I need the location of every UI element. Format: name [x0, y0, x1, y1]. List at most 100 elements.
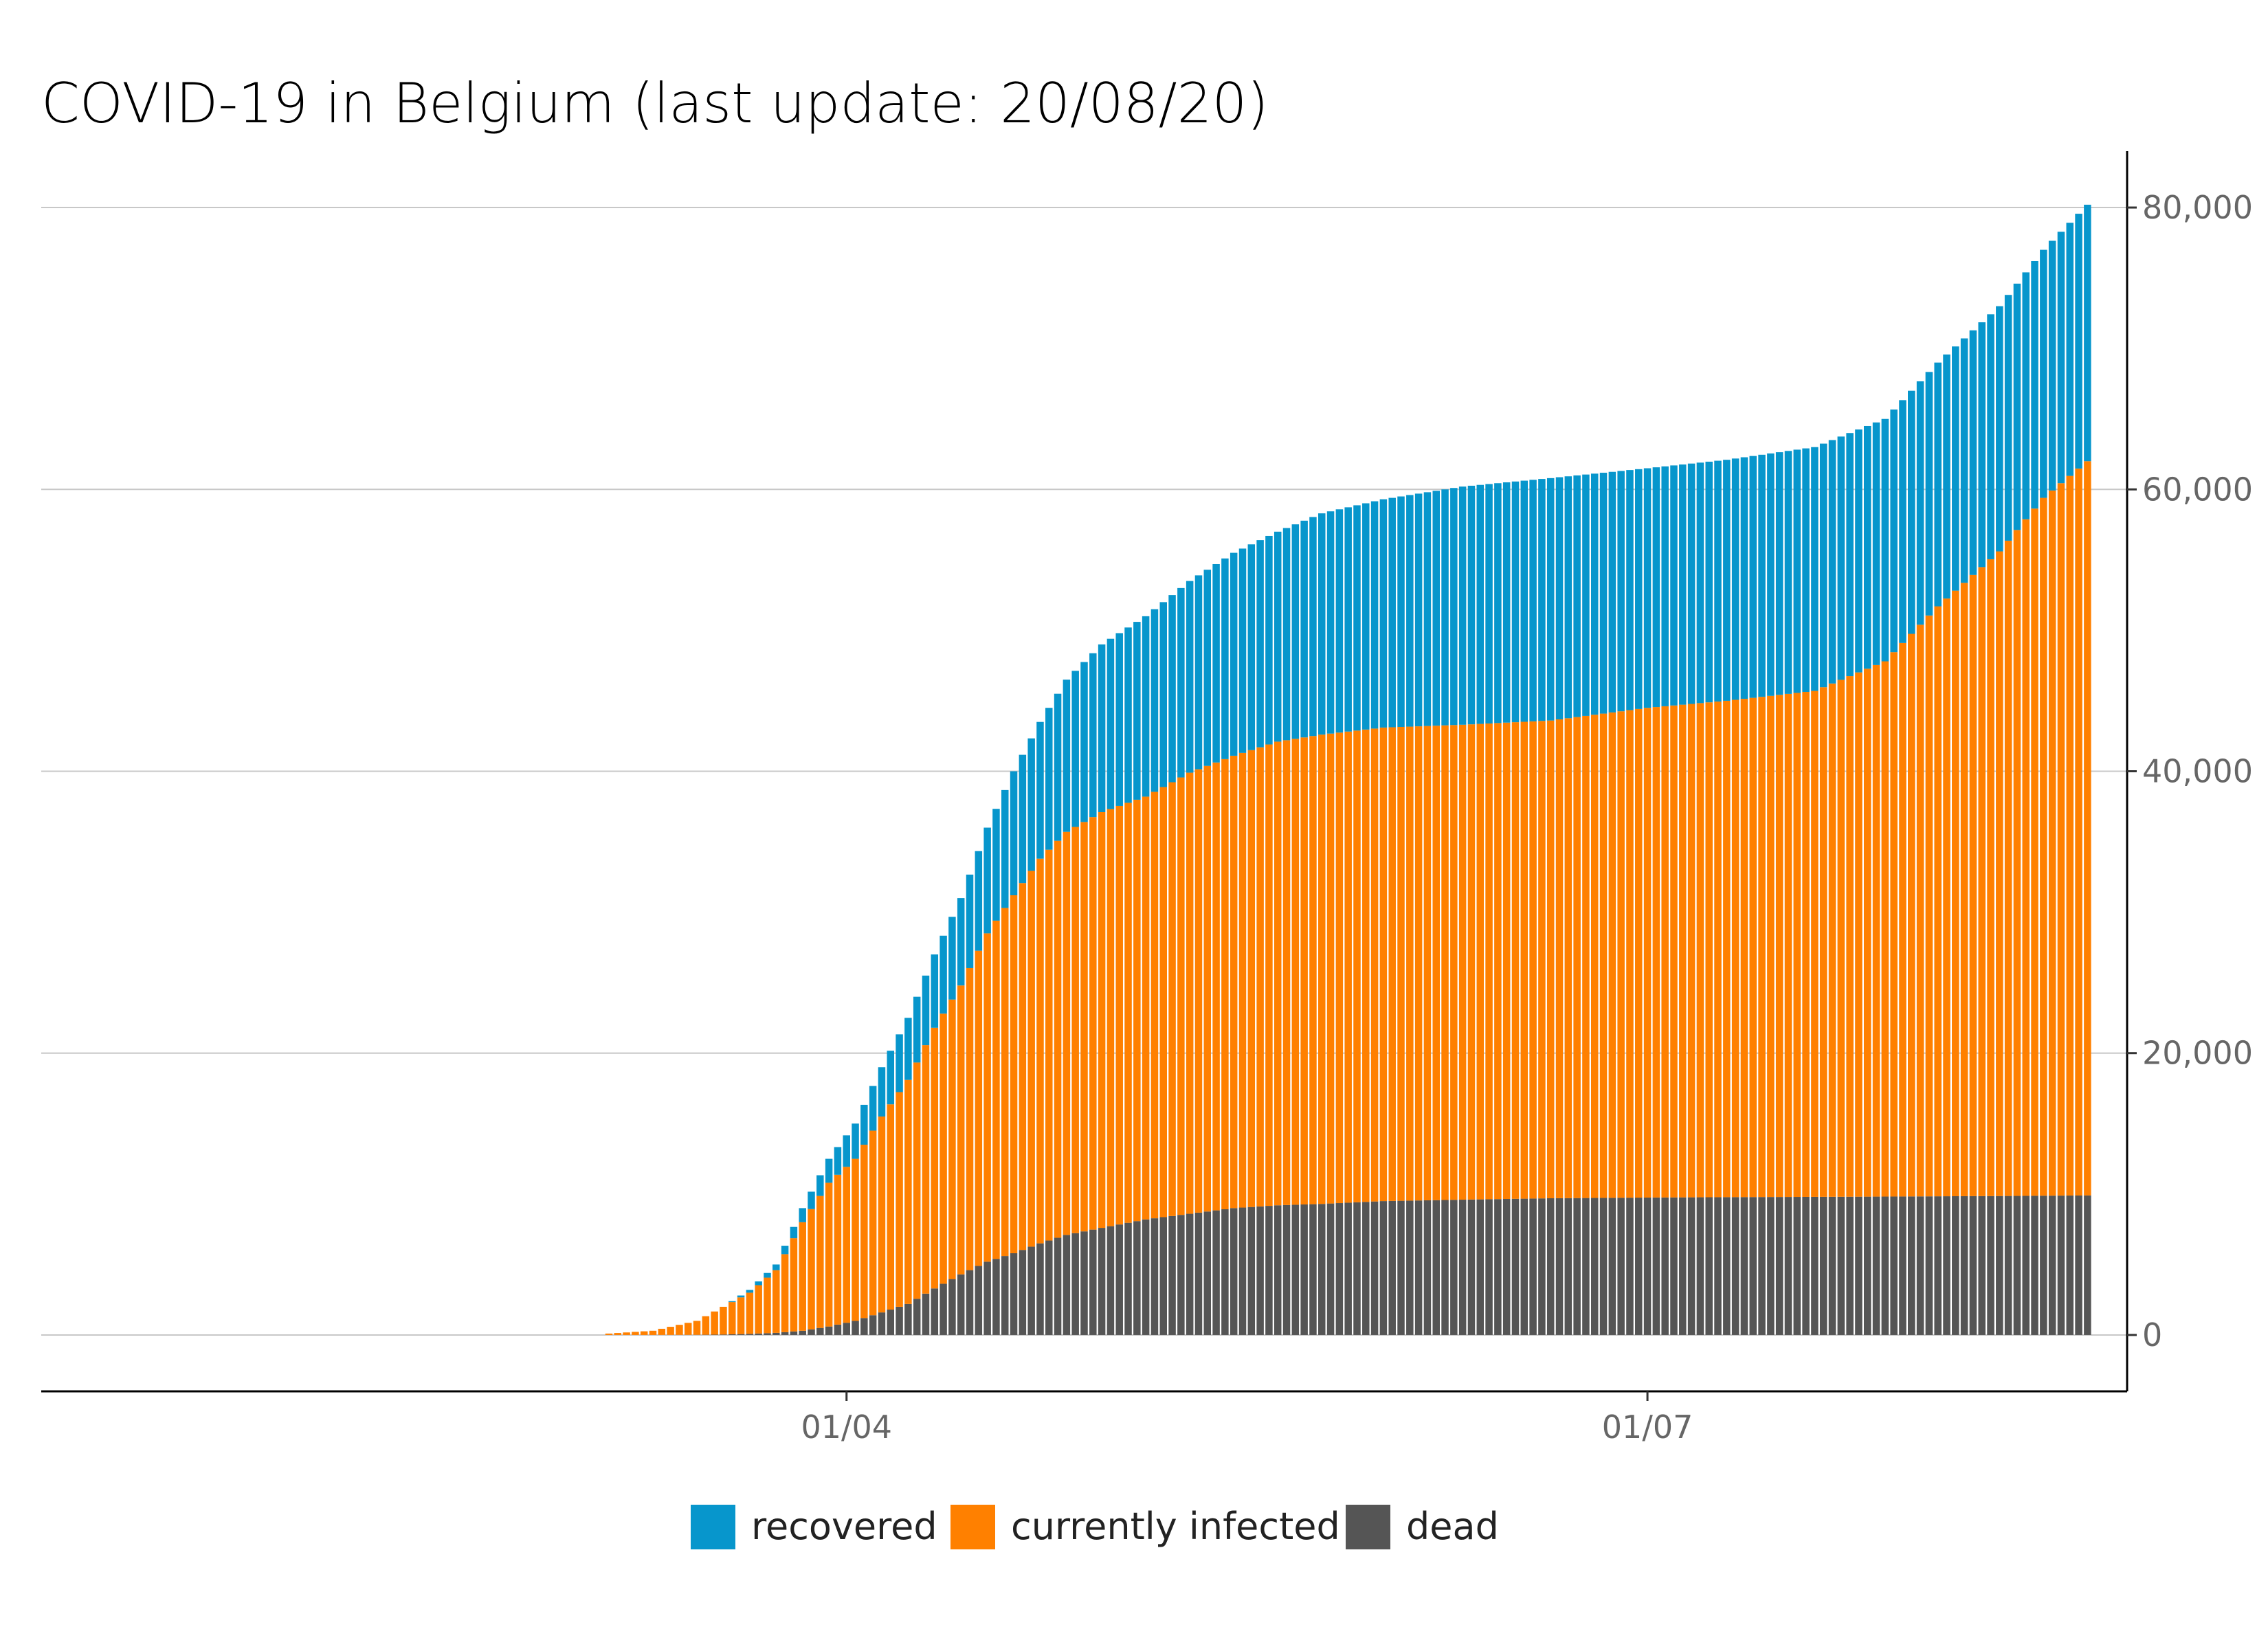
bar-dead	[1458, 1200, 1467, 1335]
bar-currently-infected	[1775, 695, 1783, 1198]
bar-currently-infected	[2048, 490, 2056, 1196]
bar-currently-infected	[702, 1316, 710, 1335]
bar-currently-infected	[1714, 702, 1722, 1198]
bar-dead	[1960, 1196, 1968, 1335]
bar-dead	[1089, 1229, 1097, 1335]
bar-recovered	[781, 1246, 789, 1255]
bar-currently-infected	[1370, 728, 1379, 1202]
bar-dead	[1590, 1198, 1599, 1335]
bar-currently-infected	[1071, 827, 1079, 1233]
bar-currently-infected	[1177, 777, 1185, 1215]
bar-recovered	[887, 1051, 895, 1105]
bar-dead	[1626, 1198, 1634, 1335]
bar-currently-infected	[1221, 759, 1229, 1209]
bar-recovered	[1326, 511, 1335, 734]
bar-recovered	[1881, 418, 1889, 662]
bar-currently-infected	[1626, 710, 1634, 1198]
bar-dead	[1767, 1197, 1775, 1335]
legend-label-currently-infected: currently infected	[1011, 1505, 1340, 1548]
bar-recovered	[1370, 501, 1379, 729]
bar-recovered	[1723, 460, 1731, 701]
bar-recovered	[1705, 461, 1713, 703]
bar-recovered	[1221, 558, 1229, 759]
bar-currently-infected	[1142, 796, 1150, 1220]
bar-currently-infected	[2057, 483, 2065, 1196]
bar-dead	[1758, 1197, 1766, 1335]
bar-recovered	[1194, 575, 1203, 770]
bar-recovered	[1952, 346, 1959, 591]
bar-recovered	[1089, 653, 1097, 818]
bar-recovered	[1617, 471, 1625, 712]
legend: recovered currently infected dead	[691, 1505, 1499, 1549]
bar-dead	[1687, 1197, 1696, 1335]
bar-currently-infected	[1362, 729, 1370, 1202]
bar-recovered	[1996, 306, 2003, 552]
bar-currently-infected	[843, 1167, 850, 1323]
y-axis-ticks: 0 20,000 40,000 60,000 80,000	[2127, 189, 2253, 1354]
bar-dead	[1432, 1200, 1440, 1335]
bar-recovered	[1124, 627, 1132, 803]
bar-recovered	[816, 1175, 824, 1196]
bar-currently-infected	[1326, 733, 1335, 1204]
bar-recovered	[1793, 449, 1801, 693]
bar-currently-infected	[1635, 708, 1643, 1198]
bar-recovered	[1467, 485, 1476, 725]
bar-currently-infected	[1687, 704, 1696, 1198]
bar-currently-infected	[1291, 739, 1300, 1205]
bar-dead	[1996, 1196, 2003, 1335]
bar-currently-infected	[1256, 747, 1264, 1207]
bar-dead	[1793, 1197, 1801, 1335]
bar-dead	[799, 1330, 806, 1335]
bar-recovered	[2084, 204, 2091, 462]
bar-recovered	[1908, 390, 1915, 634]
bar-currently-infected	[1494, 723, 1502, 1200]
bar-recovered	[799, 1208, 806, 1222]
bar-recovered	[1212, 563, 1220, 763]
bar-dead	[834, 1324, 842, 1335]
bar-currently-infected	[1828, 683, 1836, 1197]
bar-dead	[1476, 1199, 1485, 1335]
bar-currently-infected	[1282, 740, 1291, 1205]
bar-recovered	[1546, 478, 1555, 721]
bar-recovered	[1775, 452, 1783, 695]
chart-title: COVID-19 in Belgium (last update: 20/08/…	[41, 71, 1269, 135]
bar-recovered	[1388, 497, 1396, 728]
bar-currently-infected	[887, 1104, 895, 1310]
bar-recovered	[2022, 272, 2030, 519]
bar-currently-infected	[860, 1145, 868, 1319]
bar-currently-infected	[1186, 772, 1194, 1214]
bar-currently-infected	[1397, 727, 1405, 1201]
bar-dead	[1529, 1198, 1537, 1335]
bar-currently-infected	[1274, 741, 1282, 1206]
bar-dead	[1344, 1202, 1352, 1335]
bar-dead	[1247, 1207, 1256, 1335]
bar-recovered	[1899, 400, 1906, 643]
bar-dead	[1212, 1210, 1220, 1335]
legend-label-recovered: recovered	[751, 1505, 937, 1548]
bar-currently-infected	[1960, 583, 1968, 1196]
bar-currently-infected	[1987, 559, 1994, 1196]
bar-currently-infected	[1458, 724, 1467, 1200]
bar-currently-infected	[1582, 715, 1590, 1198]
bar-recovered	[1027, 738, 1035, 871]
bar-currently-infected	[1943, 598, 1950, 1197]
bar-recovered	[808, 1191, 815, 1209]
bar-recovered	[1107, 638, 1115, 809]
bar-currently-infected	[2040, 497, 2047, 1196]
bar-dead	[1969, 1196, 1977, 1335]
bar-recovered	[1485, 484, 1493, 723]
bar-currently-infected	[614, 1333, 622, 1335]
bar-dead	[1802, 1196, 1810, 1335]
bar-currently-infected	[983, 933, 991, 1262]
bar-currently-infected	[684, 1323, 692, 1335]
bar-recovered	[1142, 616, 1150, 797]
bar-currently-infected	[1406, 726, 1414, 1201]
bar-currently-infected	[1344, 731, 1352, 1203]
bar-recovered	[1159, 602, 1167, 787]
bar-currently-infected	[1846, 676, 1854, 1197]
bar-dead	[2084, 1195, 2091, 1335]
bar-currently-infected	[1476, 723, 1485, 1200]
bar-dead	[1441, 1200, 1449, 1335]
bar-recovered	[1362, 503, 1370, 730]
